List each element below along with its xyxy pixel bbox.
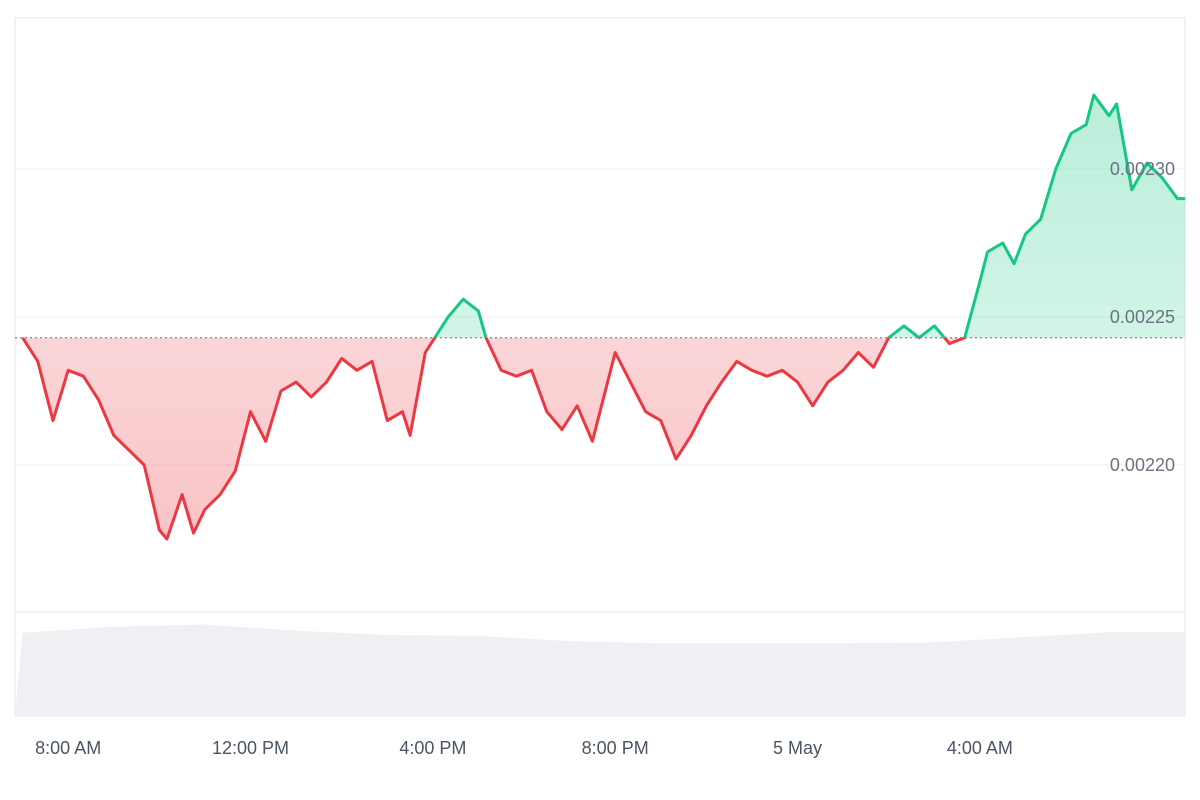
x-tick-label-3: 8:00 PM	[582, 738, 649, 758]
price-line	[21, 93, 1185, 541]
y-tick-label-2: 0.00230	[1110, 159, 1175, 179]
x-tick-label-0: 8:00 AM	[35, 738, 101, 758]
volume-area	[15, 624, 1185, 716]
x-tick-label-5: 4:00 AM	[947, 738, 1013, 758]
y-tick-label-0: 0.00220	[1110, 455, 1175, 475]
x-tick-label-1: 12:00 PM	[212, 738, 289, 758]
y-axis-ticks: 0.00220 0.00225 0.00230	[1110, 159, 1175, 475]
x-axis-ticks: 8:00 AM 12:00 PM 4:00 PM 8:00 PM 5 May 4:00 A…	[35, 738, 1013, 758]
x-tick-label-2: 4:00 PM	[399, 738, 466, 758]
fill-above-baseline	[22, 95, 1185, 338]
y-tick-label-1: 0.00225	[1110, 307, 1175, 327]
x-tick-label-4: 5 May	[773, 738, 822, 758]
fill-below-baseline	[22, 337, 965, 539]
price-fill	[22, 95, 1185, 539]
price-line-below-baseline	[21, 337, 967, 541]
price-line-above-baseline	[22, 93, 1185, 338]
